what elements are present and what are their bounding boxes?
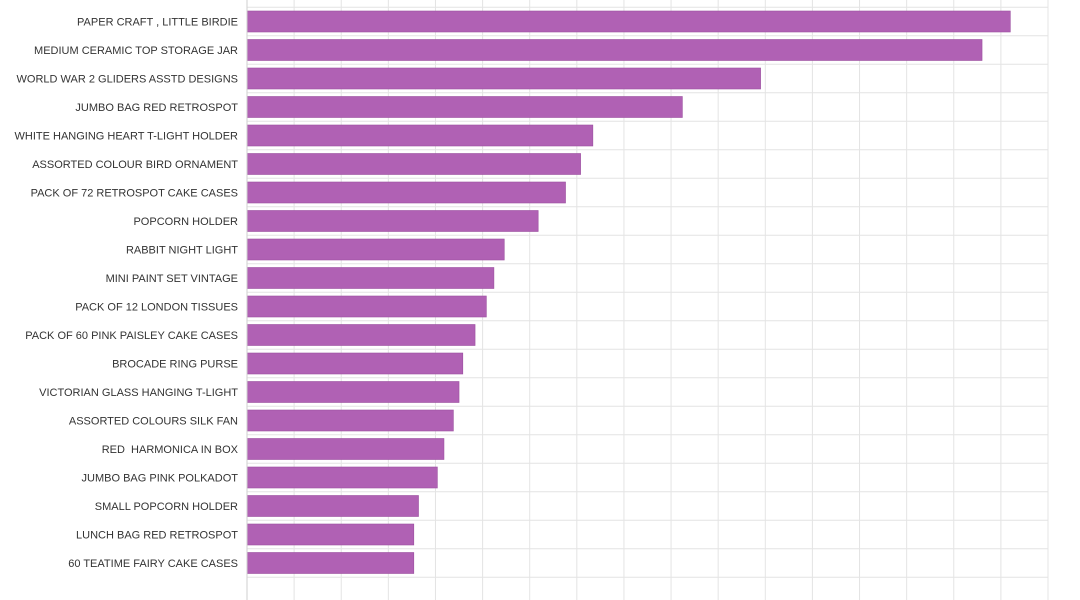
bar: [246, 67, 761, 90]
category-label: JUMBO BAG RED RETROSPOT: [75, 102, 238, 114]
category-label: BROCADE RING PURSE: [112, 359, 238, 371]
bar: [246, 466, 438, 489]
bar: [246, 523, 415, 546]
category-label: RED HARMONICA IN BOX: [102, 444, 239, 456]
bar: [246, 124, 594, 147]
bar: [246, 153, 581, 175]
bar: [246, 352, 464, 375]
category-labels: PAPER CRAFT , LITTLE BIRDIE MEDIUM CERAMI…: [15, 17, 239, 571]
category-label: WHITE HANGING HEART T-LIGHT HOLDER: [15, 131, 239, 143]
category-label: VICTORIAN GLASS HANGING T-LIGHT: [39, 387, 238, 399]
bar: [246, 10, 1011, 33]
bar: [246, 495, 419, 517]
category-label: LUNCH BAG RED RETROSPOT: [76, 530, 238, 542]
bar: [246, 438, 445, 460]
bar: [246, 96, 683, 118]
bar: [246, 39, 983, 61]
category-label: ASSORTED COLOURS SILK FAN: [69, 416, 238, 428]
category-label: SMALL POPCORN HOLDER: [95, 501, 238, 513]
category-label: JUMBO BAG PINK POLKADOT: [82, 473, 239, 485]
category-label: 60 TEATIME FAIRY CAKE CASES: [68, 558, 238, 570]
category-label: PACK OF 72 RETROSPOT CAKE CASES: [31, 188, 238, 200]
bar: [246, 324, 476, 346]
category-label: PACK OF 12 LONDON TISSUES: [75, 302, 238, 314]
bar: [246, 552, 415, 574]
category-label: WORLD WAR 2 GLIDERS ASSTD DESIGNS: [17, 74, 238, 86]
bar: [246, 295, 487, 318]
bar: [246, 238, 505, 261]
category-label: PAPER CRAFT , LITTLE BIRDIE: [77, 17, 238, 29]
bar: [246, 181, 566, 204]
category-label: ASSORTED COLOUR BIRD ORNAMENT: [32, 159, 238, 171]
category-label: PACK OF 60 PINK PAISLEY CAKE CASES: [25, 330, 238, 342]
bars: [246, 10, 1011, 574]
bar: [246, 210, 539, 232]
bar: [246, 267, 495, 289]
category-label: RABBIT NIGHT LIGHT: [126, 245, 238, 257]
category-label: MINI PAINT SET VINTAGE: [106, 273, 238, 285]
bar: [246, 381, 460, 403]
category-label: MEDIUM CERAMIC TOP STORAGE JAR: [34, 45, 238, 57]
category-label: POPCORN HOLDER: [133, 216, 238, 228]
bar: [246, 409, 454, 432]
